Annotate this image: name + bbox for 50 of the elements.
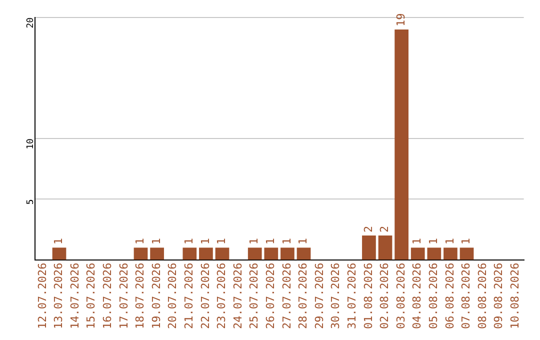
x-tick-label: 10.08.2026 [508,262,522,330]
data-label: 1 [134,238,147,245]
y-tick-label: 20 [26,17,36,28]
x-tick-label: 31.07.2026 [346,262,359,330]
x-tick-label: 08.08.2026 [476,262,489,330]
x-tick-label: 27.07.2026 [280,262,294,330]
x-tick-label: 03.08.2026 [394,262,408,330]
data-label: 1 [182,238,196,245]
x-tick-label: 29.07.2026 [312,262,326,330]
x-tick-label: 02.08.2026 [378,262,392,330]
x-tick-label: 30.07.2026 [329,262,342,330]
x-tick-label: 24.07.2026 [231,262,244,330]
x-tick-label: 15.07.2026 [84,262,98,330]
data-label: 1 [150,238,163,245]
data-label: 1 [198,238,212,245]
x-tick-label: 01.08.2026 [362,262,375,330]
data-label: 1 [215,238,228,245]
x-tick-label: 28.07.2026 [296,262,310,330]
x-tick-label: 06.08.2026 [443,262,456,330]
y-tick-label: 10 [26,138,36,150]
x-tick-label: 14.07.2026 [68,262,82,330]
x-tick-label: 20.07.2026 [166,262,180,330]
x-tick-label: 12.07.2026 [36,262,49,330]
x-tick-label: 26.07.2026 [264,262,278,330]
x-tick-label: 19.07.2026 [150,262,163,330]
data-label: 19 [394,13,408,27]
data-label: 1 [410,238,424,245]
x-tick-label: 07.08.2026 [460,262,473,330]
x-tick-label: 16.07.2026 [101,262,114,330]
y-tick-label: 5 [26,199,36,205]
data-label: 1 [296,238,310,245]
x-tick-label: 22.07.2026 [198,262,212,330]
x-tick-label: 04.08.2026 [410,262,424,330]
data-label: 2 [362,226,375,233]
data-label: 1 [280,238,294,245]
x-tick-label: 09.08.2026 [492,262,506,330]
data-label: 1 [443,238,456,245]
x-tick-label: 05.08.2026 [427,262,440,330]
x-tick-label: 13.07.2026 [52,262,66,330]
data-label: 1 [264,238,278,245]
data-label: 2 [378,226,392,233]
x-tick-label: 25.07.2026 [248,262,261,330]
x-tick-label: 21.07.2026 [182,262,196,330]
data-label: 1 [427,238,440,245]
data-label: 1 [52,238,66,245]
x-tick-label: 17.07.2026 [117,262,130,330]
data-label: 1 [248,238,261,245]
x-tick-label: 18.07.2026 [134,262,147,330]
x-tick-label: 23.07.2026 [215,262,228,330]
data-label: 1 [460,238,473,245]
